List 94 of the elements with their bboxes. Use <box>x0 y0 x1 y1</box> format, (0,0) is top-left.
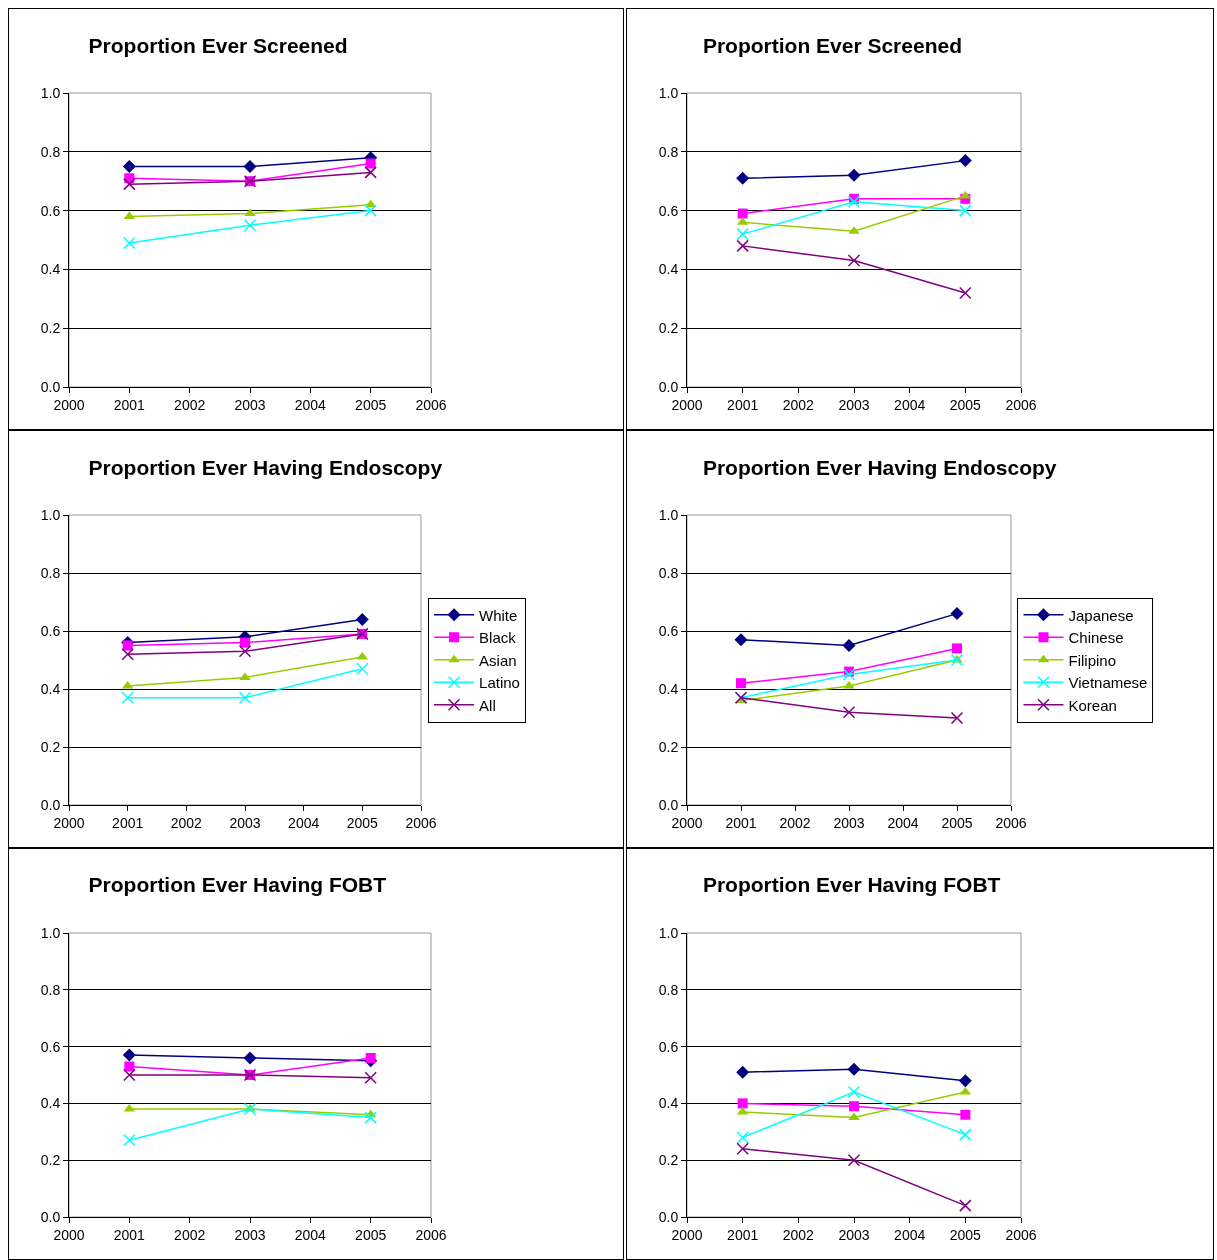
x-tick-label: 2002 <box>782 396 815 413</box>
y-tick-label: 0.2 <box>658 738 679 755</box>
chart-title: Proportion Ever Having Endoscopy <box>702 455 1057 479</box>
x-tick-label: 2003 <box>234 396 266 413</box>
x-tick-label: 2005 <box>949 1226 982 1243</box>
x-tick-label: 2002 <box>779 814 811 831</box>
x-tick-label: 2000 <box>671 814 703 831</box>
x-tick-label: 2003 <box>234 1226 266 1243</box>
x-tick-label: 2001 <box>112 814 144 831</box>
x-tick-label: 2001 <box>727 396 759 413</box>
y-tick-label: 0.0 <box>658 1208 679 1225</box>
x-tick-label: 2001 <box>727 1226 759 1243</box>
y-tick-label: 0.0 <box>658 796 679 813</box>
y-tick-label: 0.6 <box>658 622 679 639</box>
y-tick-label: 0.4 <box>40 680 61 697</box>
y-tick-label: 0.8 <box>658 564 679 581</box>
y-tick-label: 1.0 <box>658 506 679 523</box>
y-tick-label: 0.0 <box>40 1208 61 1225</box>
y-tick-label: 0.6 <box>658 202 679 219</box>
y-tick-label: 0.6 <box>658 1038 679 1055</box>
y-tick-label: 1.0 <box>658 924 679 941</box>
y-tick-label: 0.6 <box>40 622 61 639</box>
y-tick-label: 0.8 <box>658 143 679 160</box>
y-tick-label: 0.2 <box>658 320 679 337</box>
legend-label: Filipino <box>1068 651 1117 669</box>
y-tick-label: 0.8 <box>40 564 61 581</box>
x-tick-label: 2002 <box>170 814 203 831</box>
legend-label: Latino <box>479 674 520 692</box>
y-tick-label: 0.2 <box>40 1152 61 1169</box>
y-tick-label: 1.0 <box>658 84 679 101</box>
x-tick-label: 2000 <box>671 1226 703 1243</box>
x-tick-label: 2006 <box>405 814 437 831</box>
y-tick-label: 0.0 <box>658 378 679 395</box>
x-tick-label: 2004 <box>294 1226 327 1243</box>
y-tick-label: 0.4 <box>658 261 679 278</box>
y-tick-label: 0.8 <box>40 981 61 998</box>
x-tick-label: 2002 <box>174 396 206 413</box>
y-tick-label: 1.0 <box>40 924 61 941</box>
legend-label: All <box>479 696 496 714</box>
x-tick-label: 2001 <box>113 1226 146 1243</box>
x-tick-label: 2003 <box>833 814 865 831</box>
chart-title: Proportion Ever Having Endoscopy <box>88 455 443 479</box>
chart-title: Proportion Ever Having FOBT <box>702 873 1001 897</box>
y-tick-label: 0.8 <box>40 143 61 160</box>
chart-title: Proportion Ever Screened <box>88 33 348 57</box>
x-tick-label: 2005 <box>949 396 982 413</box>
x-tick-label: 2000 <box>53 396 85 413</box>
x-tick-label: 2002 <box>174 1226 206 1243</box>
y-tick-label: 0.4 <box>658 1095 679 1112</box>
y-tick-label: 0.4 <box>658 680 679 697</box>
y-tick-label: 0.2 <box>40 320 61 337</box>
y-tick-label: 0.0 <box>40 796 61 813</box>
legend-label: Asian <box>479 651 517 669</box>
legend-label: Japanese <box>1068 606 1134 624</box>
x-tick-label: 2006 <box>995 814 1027 831</box>
x-tick-label: 2004 <box>894 396 926 413</box>
legend-label: Black <box>479 629 517 647</box>
x-tick-label: 2005 <box>355 396 387 413</box>
x-tick-label: 2004 <box>894 1226 926 1243</box>
x-tick-label: 2002 <box>782 1226 815 1243</box>
x-tick-label: 2005 <box>346 814 379 831</box>
legend-label: White <box>479 606 518 624</box>
legend-label: Korean <box>1068 696 1117 714</box>
x-tick-label: 2006 <box>415 396 447 413</box>
x-tick-label: 2001 <box>725 814 757 831</box>
y-tick-label: 1.0 <box>40 506 61 523</box>
legend-label: Vietnamese <box>1068 674 1148 692</box>
y-tick-label: 0.2 <box>658 1152 679 1169</box>
x-tick-label: 2000 <box>53 814 85 831</box>
x-tick-label: 2004 <box>887 814 919 831</box>
x-tick-label: 2001 <box>113 396 146 413</box>
x-tick-label: 2006 <box>1005 1226 1037 1243</box>
y-tick-label: 0.6 <box>40 202 61 219</box>
x-tick-label: 2003 <box>838 1226 870 1243</box>
x-tick-label: 2004 <box>288 814 320 831</box>
chart-title: Proportion Ever Screened <box>702 33 962 57</box>
x-tick-label: 2000 <box>671 396 703 413</box>
x-tick-label: 2006 <box>415 1226 447 1243</box>
y-tick-label: 0.8 <box>658 981 679 998</box>
y-tick-label: 0.4 <box>40 261 61 278</box>
x-tick-label: 2003 <box>838 396 870 413</box>
y-tick-label: 0.0 <box>40 378 61 395</box>
x-tick-label: 2006 <box>1005 396 1037 413</box>
x-tick-label: 2005 <box>941 814 973 831</box>
x-tick-label: 2000 <box>53 1226 85 1243</box>
y-tick-label: 0.4 <box>40 1095 61 1112</box>
chart-title: Proportion Ever Having FOBT <box>88 873 387 897</box>
y-tick-label: 0.2 <box>40 738 61 755</box>
y-tick-label: 0.6 <box>40 1038 61 1055</box>
y-tick-label: 1.0 <box>40 84 61 101</box>
x-tick-label: 2003 <box>229 814 261 831</box>
legend-label: Chinese <box>1068 629 1124 647</box>
x-tick-label: 2005 <box>355 1226 387 1243</box>
x-tick-label: 2004 <box>294 396 327 413</box>
